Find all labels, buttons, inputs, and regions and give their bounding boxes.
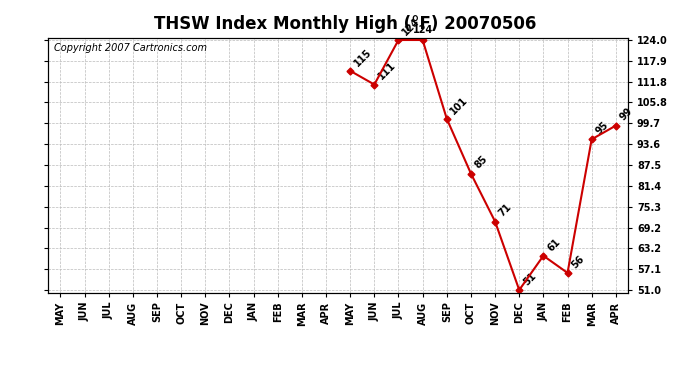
Text: 71: 71: [497, 202, 513, 219]
Text: Copyright 2007 Cartronics.com: Copyright 2007 Cartronics.com: [54, 43, 207, 52]
Text: 124: 124: [413, 25, 433, 35]
Text: 85: 85: [473, 154, 490, 171]
Text: 111: 111: [376, 60, 397, 82]
Text: THSW Index Monthly High (°F) 20070506: THSW Index Monthly High (°F) 20070506: [154, 15, 536, 33]
Text: 99: 99: [618, 106, 634, 123]
Text: 101: 101: [448, 94, 470, 116]
Text: 51: 51: [521, 271, 538, 287]
Text: 124: 124: [400, 16, 422, 37]
Text: 115: 115: [352, 47, 373, 68]
Text: 95: 95: [593, 120, 610, 136]
Text: 56: 56: [569, 254, 586, 270]
Text: 61: 61: [545, 236, 562, 253]
